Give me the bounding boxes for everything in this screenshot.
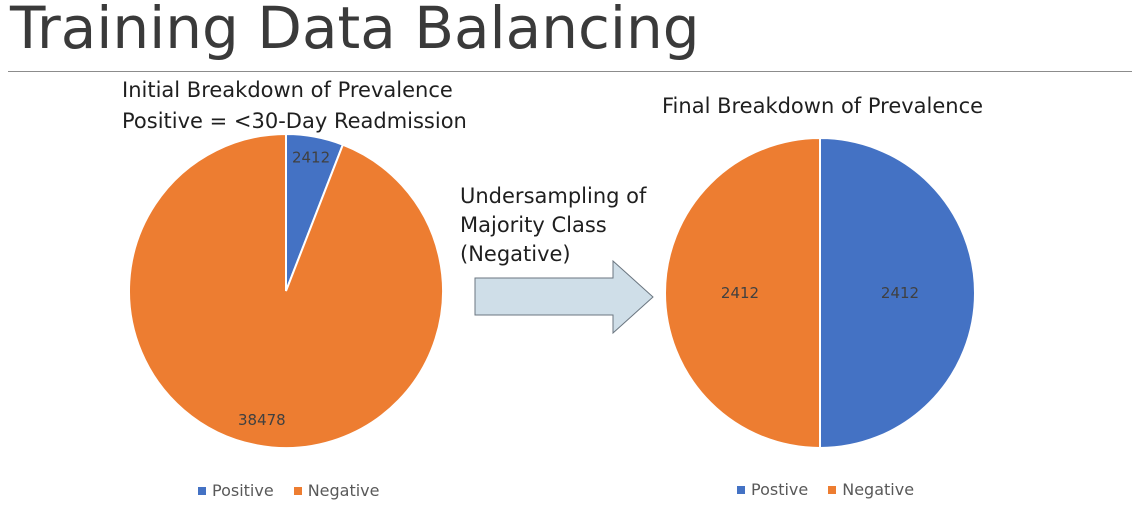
legend-item-positive: Postive	[737, 480, 808, 499]
initial-pie-chart: 2412 38478	[128, 132, 444, 449]
pie-slice-positive	[819, 136, 976, 450]
annotation-line-2: Majority Class	[460, 213, 607, 237]
initial-chart-title-line-2: Positive = <30-Day Readmission	[122, 109, 467, 133]
legend-swatch-negative	[293, 486, 302, 495]
legend-item-negative: Negative	[293, 481, 380, 500]
initial-chart-title-line-1: Initial Breakdown of Prevalence	[122, 78, 453, 102]
legend-label-positive: Postive	[751, 480, 809, 499]
legend-swatch-positive	[198, 486, 206, 495]
undersampling-annotation: Undersampling of Majority Class (Negativ…	[460, 182, 646, 269]
final-chart-title: Final Breakdown of Prevalence	[662, 91, 983, 122]
initial-chart-legend: Positive Negative	[198, 481, 400, 500]
data-label-positive: 2412	[881, 284, 919, 302]
legend-label-negative: Negative	[842, 480, 915, 499]
legend-item-negative: Negative	[828, 480, 914, 499]
legend-swatch-positive	[737, 485, 745, 494]
legend-swatch-negative	[828, 485, 837, 494]
pie-slice-negative	[128, 132, 444, 449]
data-label-negative: 2412	[721, 284, 759, 302]
final-pie-chart: 2412 2412	[664, 136, 976, 450]
data-label-positive: 2412	[292, 148, 330, 166]
annotation-line-3: (Negative)	[460, 242, 571, 266]
right-arrow-icon	[474, 259, 654, 335]
slide-title: Training Data Balancing	[10, 0, 700, 62]
legend-label-negative: Negative	[307, 481, 380, 500]
legend-item-positive: Positive	[198, 481, 274, 500]
annotation-line-1: Undersampling of	[460, 184, 647, 208]
final-chart-title-line-1: Final Breakdown of Prevalence	[662, 94, 984, 118]
data-label-negative: 38478	[238, 411, 286, 429]
pie-slice-negative	[664, 136, 821, 450]
final-chart-legend: Postive Negative	[737, 480, 934, 499]
title-divider	[8, 71, 1132, 72]
legend-label-positive: Positive	[212, 481, 274, 500]
initial-chart-title: Initial Breakdown of Prevalence Positive…	[122, 75, 467, 137]
